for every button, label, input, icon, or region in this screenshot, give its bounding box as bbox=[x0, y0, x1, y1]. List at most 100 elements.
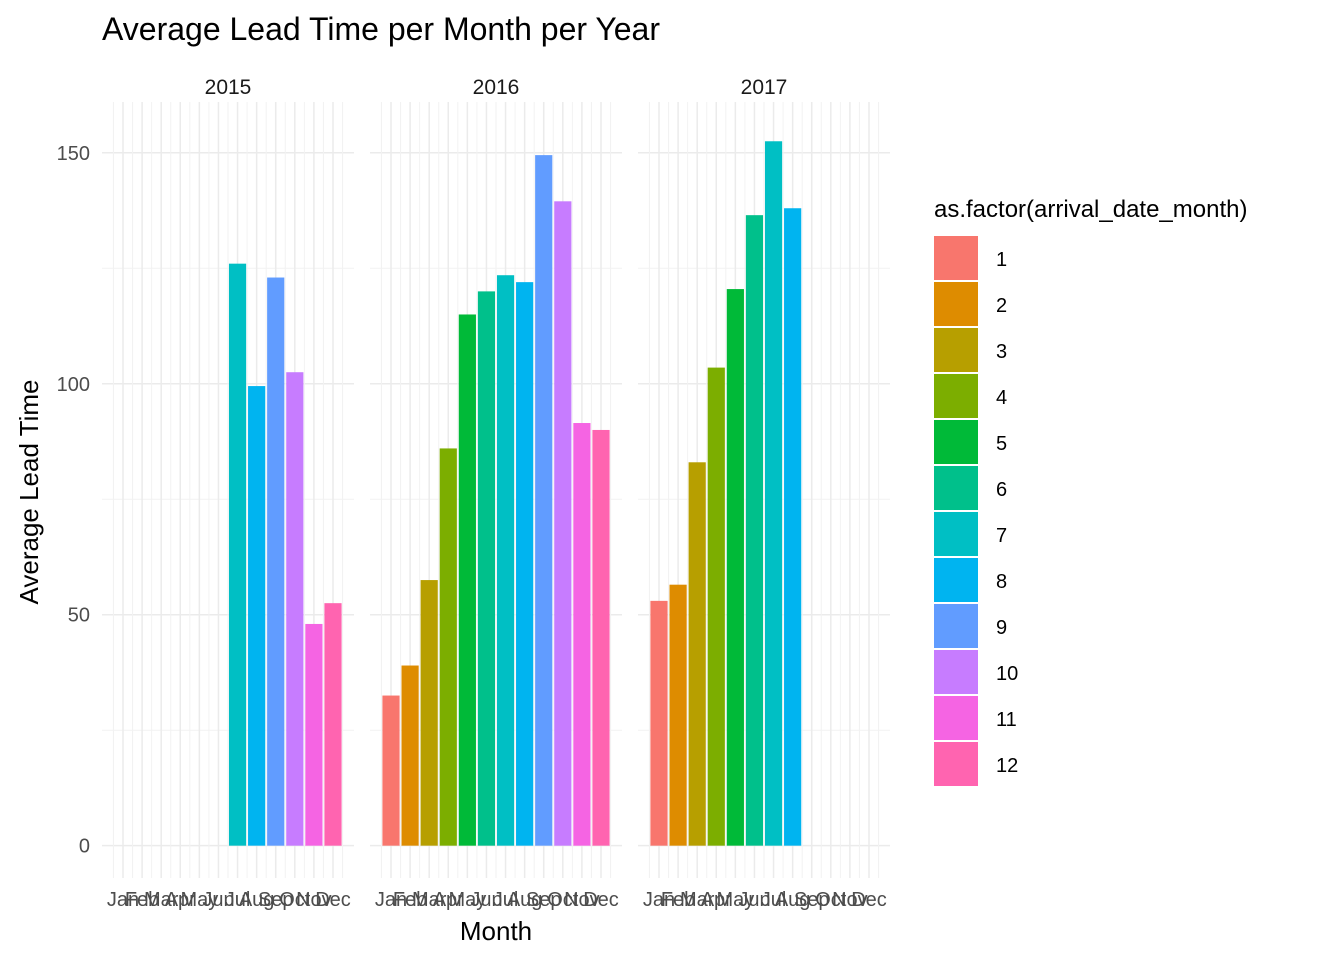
legend-key bbox=[934, 512, 978, 556]
x-tick-label: Dec bbox=[583, 889, 619, 911]
facet-strip-label: 2015 bbox=[205, 76, 252, 99]
bar-2016-Jan bbox=[382, 695, 400, 846]
legend-label: 4 bbox=[996, 387, 1007, 409]
bar-2016-Jul bbox=[496, 275, 515, 846]
x-tick-label: Oct bbox=[547, 889, 579, 911]
bar-2016-May bbox=[458, 314, 476, 846]
bar-2016-Dec bbox=[592, 429, 610, 846]
legend-key bbox=[934, 328, 978, 372]
legend-label: 10 bbox=[996, 663, 1018, 685]
x-tick-label: Sep bbox=[526, 889, 562, 911]
x-tick-label: Jun bbox=[738, 889, 770, 911]
bar-2015-Oct bbox=[286, 372, 304, 846]
legend-key bbox=[934, 420, 978, 464]
x-tick-label: Jul bbox=[225, 889, 251, 911]
legend-label: 6 bbox=[996, 479, 1007, 501]
legend-label: 2 bbox=[996, 295, 1007, 317]
bar-2016-Sep bbox=[535, 155, 553, 846]
x-tick-label: Jul bbox=[761, 889, 787, 911]
x-tick-label: Oct bbox=[815, 889, 847, 911]
x-tick-label: Feb bbox=[661, 889, 695, 911]
x-tick-label: Jan bbox=[107, 889, 139, 911]
x-tick-label: Feb bbox=[125, 889, 159, 911]
x-tick-label: Apr bbox=[701, 889, 732, 911]
legend: as.factor(arrival_date_month) 1234567891… bbox=[934, 196, 1247, 786]
bar-2017-Apr bbox=[707, 367, 725, 846]
legend-key bbox=[934, 604, 978, 648]
x-tick-label: Sep bbox=[258, 889, 294, 911]
x-axis-label: Month bbox=[460, 916, 532, 946]
facet-strip-label: 2017 bbox=[741, 76, 788, 99]
chart-title: Average Lead Time per Month per Year bbox=[102, 11, 660, 47]
legend-key bbox=[934, 374, 978, 418]
x-tick-label: Oct bbox=[279, 889, 311, 911]
legend-label: 12 bbox=[996, 755, 1018, 777]
y-axis-label: Average Lead Time bbox=[14, 380, 44, 605]
legend-label: 5 bbox=[996, 433, 1007, 455]
x-tick-label: Jul bbox=[493, 889, 519, 911]
bar-2016-Nov bbox=[573, 423, 591, 846]
bar-2016-Oct bbox=[554, 201, 572, 846]
bar-2017-Mar bbox=[688, 462, 706, 846]
legend-key bbox=[934, 282, 978, 326]
x-tick-label: Jun bbox=[202, 889, 234, 911]
x-tick-label: Nov bbox=[296, 889, 332, 911]
legend-key bbox=[934, 742, 978, 786]
x-tick-label: Apr bbox=[165, 889, 196, 911]
x-tick-label: Nov bbox=[832, 889, 868, 911]
x-tick-label: Jan bbox=[643, 889, 675, 911]
bar-2017-May bbox=[726, 289, 744, 846]
bar-2017-Jul bbox=[764, 141, 783, 846]
x-tick-label: Mar bbox=[144, 889, 179, 911]
y-tick-label: 0 bbox=[79, 836, 90, 858]
x-tick-label: Jan bbox=[375, 889, 407, 911]
bar-2015-Nov bbox=[305, 623, 323, 846]
legend-key bbox=[934, 650, 978, 694]
x-tick-label: May bbox=[716, 889, 754, 911]
bar-2017-Aug bbox=[784, 208, 802, 846]
y-axis: 0 50 100 150 bbox=[57, 143, 90, 858]
legend-label: 7 bbox=[996, 525, 1007, 547]
legend-label: 1 bbox=[996, 249, 1007, 271]
bar-2016-Jun bbox=[477, 291, 496, 846]
x-tick-label: Nov bbox=[564, 889, 600, 911]
bar-2015-Sep bbox=[267, 277, 285, 846]
x-tick-label: Mar bbox=[412, 889, 447, 911]
legend-label: 11 bbox=[996, 709, 1017, 731]
bar-2016-Mar bbox=[420, 580, 438, 846]
facet-strip-label: 2016 bbox=[473, 76, 520, 99]
y-tick-label: 100 bbox=[57, 374, 90, 396]
x-tick-label: Aug bbox=[507, 889, 543, 911]
bar-2015-Dec bbox=[324, 603, 342, 846]
legend-key bbox=[934, 558, 978, 602]
y-tick-label: 150 bbox=[57, 143, 90, 165]
bar-2017-Jun bbox=[745, 215, 764, 846]
legend-key bbox=[934, 236, 978, 280]
y-tick-label: 50 bbox=[68, 605, 90, 627]
x-tick-label: May bbox=[448, 889, 486, 911]
bar-2016-Feb bbox=[401, 665, 419, 846]
facet-panels: 2015JanFebMarAprMayJunJulAugSepOctNovDec… bbox=[102, 76, 890, 911]
legend-label: 3 bbox=[996, 341, 1007, 363]
bar-2016-Apr bbox=[439, 448, 457, 846]
x-tick-label: Mar bbox=[680, 889, 715, 911]
x-tick-label: Aug bbox=[239, 889, 275, 911]
x-tick-label: Dec bbox=[851, 889, 887, 911]
x-tick-label: Apr bbox=[433, 889, 464, 911]
legend-label: 9 bbox=[996, 617, 1007, 639]
bar-2016-Aug bbox=[516, 282, 534, 846]
legend-key bbox=[934, 696, 978, 740]
x-tick-label: Jun bbox=[470, 889, 502, 911]
x-tick-label: Feb bbox=[393, 889, 427, 911]
legend-title: as.factor(arrival_date_month) bbox=[934, 196, 1247, 223]
bar-2017-Jan bbox=[650, 600, 668, 846]
x-tick-label: May bbox=[180, 889, 218, 911]
legend-key bbox=[934, 466, 978, 510]
x-tick-label: Sep bbox=[794, 889, 830, 911]
bar-2015-Aug bbox=[248, 386, 266, 846]
